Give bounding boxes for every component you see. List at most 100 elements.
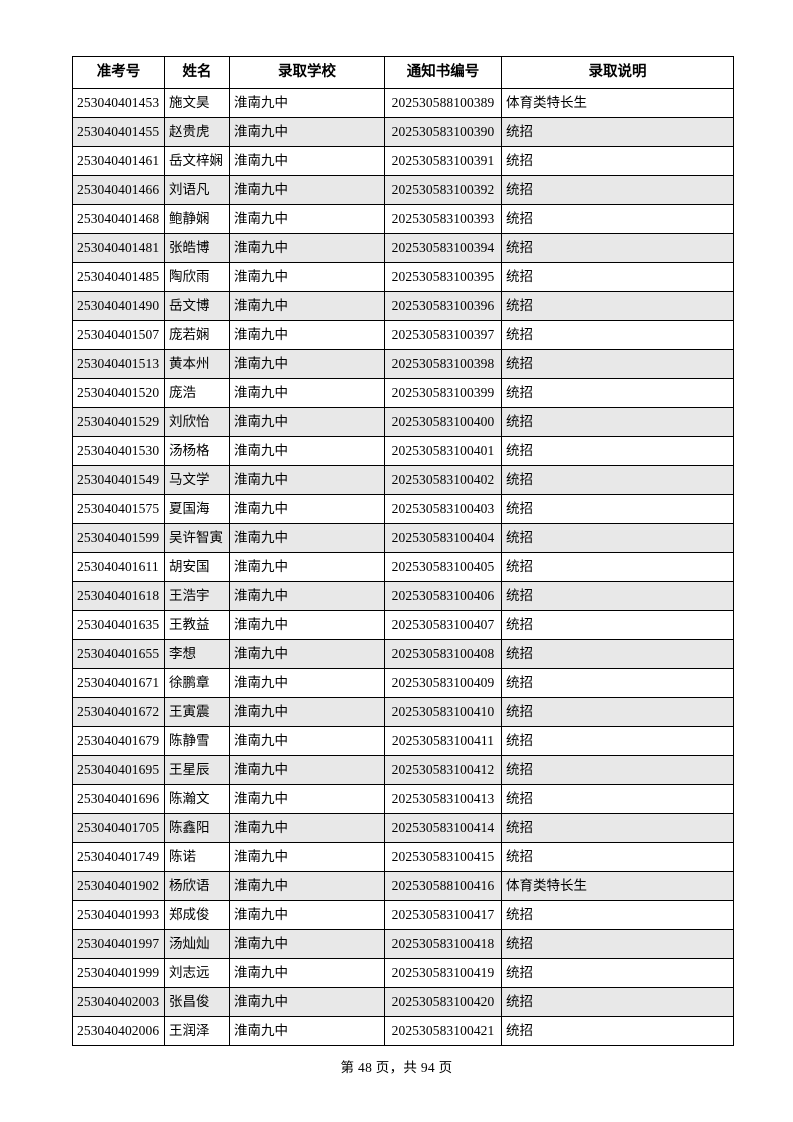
cell-name: 张皓博 <box>164 233 230 263</box>
table-row: 253040401635 王教益 淮南九中 202530583100407 统招 <box>72 610 734 640</box>
table-row: 253040402006 王润泽 淮南九中 202530583100421 统招 <box>72 1016 734 1046</box>
table-body: 253040401453 施文昊 淮南九中 202530588100389 体育类特长生… <box>72 88 734 1046</box>
cell-exam-no: 253040401679 <box>72 726 165 756</box>
table-row: 253040401679 陈静雪 淮南九中 202530583100411 统招 <box>72 726 734 756</box>
cell-remark: 统招 <box>501 813 734 843</box>
cell-school: 淮南九中 <box>229 262 385 292</box>
cell-school: 淮南九中 <box>229 871 385 901</box>
column-header-school: 录取学校 <box>229 56 385 89</box>
cell-remark: 统招 <box>501 349 734 379</box>
cell-notice-no: 202530583100394 <box>384 233 502 263</box>
cell-exam-no: 253040401599 <box>72 523 165 553</box>
cell-remark: 统招 <box>501 465 734 495</box>
cell-name: 陶欣雨 <box>164 262 230 292</box>
cell-notice-no: 202530583100415 <box>384 842 502 872</box>
cell-remark: 统招 <box>501 262 734 292</box>
cell-remark: 统招 <box>501 784 734 814</box>
cell-exam-no: 253040402006 <box>72 1016 165 1046</box>
cell-name: 庞浩 <box>164 378 230 408</box>
cell-school: 淮南九中 <box>229 523 385 553</box>
cell-name: 刘语凡 <box>164 175 230 205</box>
cell-name: 李想 <box>164 639 230 669</box>
column-header-remark: 录取说明 <box>501 56 734 89</box>
cell-exam-no: 253040401902 <box>72 871 165 901</box>
cell-school: 淮南九中 <box>229 233 385 263</box>
cell-notice-no: 202530583100407 <box>384 610 502 640</box>
admission-table: 准考号 姓名 录取学校 通知书编号 录取说明 253040401453 施文昊 淮南… <box>72 56 734 1046</box>
cell-school: 淮南九中 <box>229 349 385 379</box>
cell-name: 刘欣怡 <box>164 407 230 437</box>
cell-name: 胡安国 <box>164 552 230 582</box>
cell-name: 陈瀚文 <box>164 784 230 814</box>
cell-school: 淮南九中 <box>229 697 385 727</box>
cell-notice-no: 202530583100408 <box>384 639 502 669</box>
cell-exam-no: 253040401705 <box>72 813 165 843</box>
cell-school: 淮南九中 <box>229 320 385 350</box>
table-row: 253040401749 陈诺 淮南九中 202530583100415 统招 <box>72 842 734 872</box>
cell-exam-no: 253040401530 <box>72 436 165 466</box>
table-row: 253040402003 张昌俊 淮南九中 202530583100420 统招 <box>72 987 734 1017</box>
table-row: 253040401695 王星辰 淮南九中 202530583100412 统招 <box>72 755 734 785</box>
table-row: 253040401549 马文学 淮南九中 202530583100402 统招 <box>72 465 734 495</box>
cell-notice-no: 202530583100410 <box>384 697 502 727</box>
cell-notice-no: 202530583100418 <box>384 929 502 959</box>
cell-remark: 统招 <box>501 610 734 640</box>
cell-exam-no: 253040401696 <box>72 784 165 814</box>
cell-school: 淮南九中 <box>229 726 385 756</box>
table-row: 253040401530 汤杨格 淮南九中 202530583100401 统招 <box>72 436 734 466</box>
cell-exam-no: 253040401671 <box>72 668 165 698</box>
cell-notice-no: 202530583100419 <box>384 958 502 988</box>
cell-name: 刘志远 <box>164 958 230 988</box>
cell-notice-no: 202530583100393 <box>384 204 502 234</box>
cell-name: 陈诺 <box>164 842 230 872</box>
column-header-exam-no: 准考号 <box>72 56 165 89</box>
cell-exam-no: 253040401466 <box>72 175 165 205</box>
table-row: 253040401671 徐鹏章 淮南九中 202530583100409 统招 <box>72 668 734 698</box>
cell-exam-no: 253040401490 <box>72 291 165 321</box>
cell-notice-no: 202530583100412 <box>384 755 502 785</box>
table-row: 253040401481 张皓博 淮南九中 202530583100394 统招 <box>72 233 734 263</box>
cell-notice-no: 202530583100392 <box>384 175 502 205</box>
cell-school: 淮南九中 <box>229 842 385 872</box>
cell-school: 淮南九中 <box>229 668 385 698</box>
cell-notice-no: 202530583100395 <box>384 262 502 292</box>
table-row: 253040401672 王寅震 淮南九中 202530583100410 统招 <box>72 697 734 727</box>
cell-school: 淮南九中 <box>229 378 385 408</box>
cell-name: 张昌俊 <box>164 987 230 1017</box>
cell-school: 淮南九中 <box>229 117 385 147</box>
cell-exam-no: 253040401455 <box>72 117 165 147</box>
cell-name: 吴许智寅 <box>164 523 230 553</box>
cell-school: 淮南九中 <box>229 784 385 814</box>
table-row: 253040401529 刘欣怡 淮南九中 202530583100400 统招 <box>72 407 734 437</box>
cell-name: 王润泽 <box>164 1016 230 1046</box>
cell-remark: 统招 <box>501 900 734 930</box>
cell-remark: 统招 <box>501 842 734 872</box>
cell-exam-no: 253040401672 <box>72 697 165 727</box>
cell-name: 徐鹏章 <box>164 668 230 698</box>
cell-remark: 统招 <box>501 117 734 147</box>
table-row: 253040401705 陈鑫阳 淮南九中 202530583100414 统招 <box>72 813 734 843</box>
cell-name: 夏国海 <box>164 494 230 524</box>
table-row: 253040401453 施文昊 淮南九中 202530588100389 体育类特长生 <box>72 88 734 118</box>
table-row: 253040401611 胡安国 淮南九中 202530583100405 统招 <box>72 552 734 582</box>
table-row: 253040401485 陶欣雨 淮南九中 202530583100395 统招 <box>72 262 734 292</box>
cell-name: 汤杨格 <box>164 436 230 466</box>
cell-exam-no: 253040401549 <box>72 465 165 495</box>
cell-notice-no: 202530583100400 <box>384 407 502 437</box>
table-header: 准考号 姓名 录取学校 通知书编号 录取说明 <box>72 56 734 89</box>
cell-remark: 统招 <box>501 581 734 611</box>
cell-remark: 统招 <box>501 320 734 350</box>
table-row: 253040401993 郑成俊 淮南九中 202530583100417 统招 <box>72 900 734 930</box>
cell-name: 黄本州 <box>164 349 230 379</box>
table-row: 253040401696 陈瀚文 淮南九中 202530583100413 统招 <box>72 784 734 814</box>
cell-notice-no: 202530583100414 <box>384 813 502 843</box>
cell-remark: 统招 <box>501 523 734 553</box>
cell-exam-no: 253040401461 <box>72 146 165 176</box>
table-row: 253040401599 吴许智寅 淮南九中 202530583100404 统招 <box>72 523 734 553</box>
cell-name: 汤灿灿 <box>164 929 230 959</box>
cell-notice-no: 202530583100391 <box>384 146 502 176</box>
cell-exam-no: 253040401618 <box>72 581 165 611</box>
table-row: 253040401902 杨欣语 淮南九中 202530588100416 体育类特长生 <box>72 871 734 901</box>
admission-table-container: 准考号 姓名 录取学校 通知书编号 录取说明 253040401453 施文昊 淮南… <box>72 56 734 1046</box>
cell-school: 淮南九中 <box>229 929 385 959</box>
